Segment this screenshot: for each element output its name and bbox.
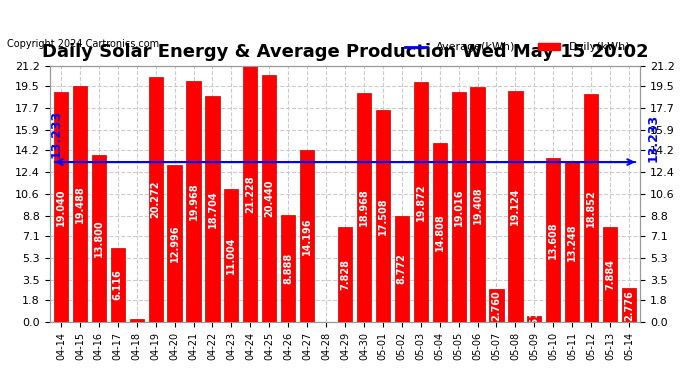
Text: 7.828: 7.828 xyxy=(340,259,350,290)
Text: 19.968: 19.968 xyxy=(188,183,199,220)
Text: 20.440: 20.440 xyxy=(264,180,274,217)
Bar xyxy=(451,92,466,322)
Bar xyxy=(603,227,618,322)
Bar xyxy=(186,81,201,322)
Bar xyxy=(433,143,447,322)
Bar xyxy=(413,82,428,322)
Text: 7.884: 7.884 xyxy=(605,259,615,290)
Text: 6.116: 6.116 xyxy=(112,270,123,300)
Bar xyxy=(148,77,163,322)
Bar xyxy=(243,65,257,322)
Bar xyxy=(72,86,87,322)
Text: 2.776: 2.776 xyxy=(624,290,634,321)
Bar xyxy=(471,87,484,322)
Text: 18.704: 18.704 xyxy=(208,190,217,228)
Text: 11.004: 11.004 xyxy=(226,237,237,274)
Text: 13.233: 13.233 xyxy=(49,110,62,158)
Bar xyxy=(110,248,125,322)
Bar xyxy=(489,289,504,322)
Bar xyxy=(357,93,371,322)
Text: 19.488: 19.488 xyxy=(75,185,85,223)
Bar xyxy=(395,216,409,322)
Bar xyxy=(206,96,219,322)
Bar xyxy=(54,92,68,322)
Text: 8.888: 8.888 xyxy=(283,253,293,284)
Bar xyxy=(622,288,636,322)
Text: 12.996: 12.996 xyxy=(170,225,179,262)
Text: 18.968: 18.968 xyxy=(359,189,369,226)
Bar xyxy=(527,316,542,322)
Bar xyxy=(509,91,522,322)
Text: 8.772: 8.772 xyxy=(397,254,407,285)
Bar xyxy=(92,155,106,322)
Bar xyxy=(376,110,390,322)
Text: 19.040: 19.040 xyxy=(56,188,66,226)
Bar xyxy=(168,165,181,322)
Bar xyxy=(546,158,560,322)
Text: 13.608: 13.608 xyxy=(549,221,558,259)
Text: 14.808: 14.808 xyxy=(435,214,444,251)
Bar xyxy=(338,227,352,322)
Text: 19.408: 19.408 xyxy=(473,186,482,224)
Text: Copyright 2024 Cartronics.com: Copyright 2024 Cartronics.com xyxy=(7,39,159,50)
Text: 0.512: 0.512 xyxy=(529,303,540,334)
Text: 17.508: 17.508 xyxy=(378,197,388,235)
Text: 18.852: 18.852 xyxy=(586,189,596,227)
Text: 13.248: 13.248 xyxy=(567,223,578,261)
Text: 2.760: 2.760 xyxy=(491,290,502,321)
Bar xyxy=(262,75,277,322)
Bar xyxy=(565,162,580,322)
Legend: Average(kWh), Daily(kWh): Average(kWh), Daily(kWh) xyxy=(400,38,635,57)
Bar xyxy=(224,189,239,322)
Bar xyxy=(300,150,314,322)
Bar xyxy=(130,319,144,322)
Bar xyxy=(281,214,295,322)
Text: 20.272: 20.272 xyxy=(150,181,161,218)
Text: 19.872: 19.872 xyxy=(416,183,426,221)
Title: Daily Solar Energy & Average Production Wed May 15 20:02: Daily Solar Energy & Average Production … xyxy=(41,44,649,62)
Text: 21.228: 21.228 xyxy=(246,175,255,213)
Text: 19.124: 19.124 xyxy=(511,188,520,225)
Text: 13.800: 13.800 xyxy=(94,220,104,257)
Text: 14.196: 14.196 xyxy=(302,217,312,255)
Bar xyxy=(584,94,598,322)
Text: 19.016: 19.016 xyxy=(453,188,464,226)
Text: 13.233: 13.233 xyxy=(647,114,660,162)
